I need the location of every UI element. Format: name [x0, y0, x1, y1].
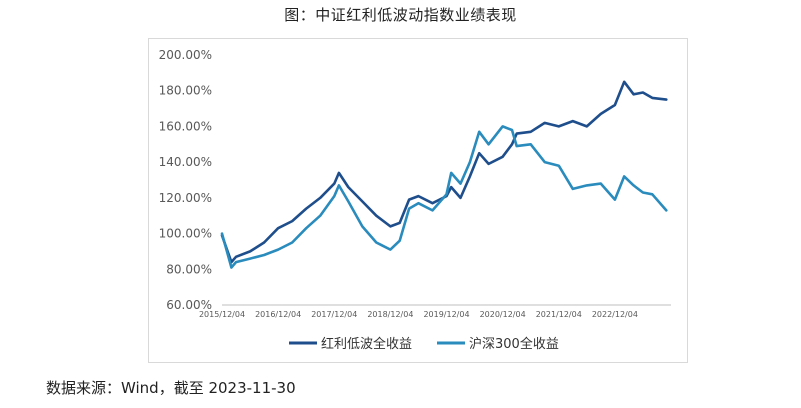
legend-label-2: 沪深300全收益 — [469, 336, 559, 352]
series-line-1 — [220, 80, 668, 264]
x-tick-label: 2019/12/04 — [423, 310, 469, 319]
chart-frame: 60.00% 80.00% 100.00% 120.00% 140.00% 160.00%… — [148, 38, 688, 363]
y-tick-label: 100.00% — [159, 227, 212, 241]
y-tick-label: 60.00% — [166, 298, 212, 312]
x-tick-label: 2021/12/04 — [536, 310, 582, 319]
y-tick-label: 140.00% — [159, 155, 212, 169]
y-tick-label: 160.00% — [159, 119, 212, 133]
y-tick-label: 80.00% — [166, 262, 212, 276]
y-tick-label: 180.00% — [159, 84, 212, 98]
x-tick-label: 2017/12/04 — [311, 310, 357, 319]
legend-label-1: 红利低波全收益 — [321, 336, 412, 352]
x-tick-label: 2018/12/04 — [367, 310, 413, 319]
series-line-2 — [220, 125, 668, 269]
source-note: 数据来源：Wind，截至 2023-11-30 — [46, 379, 296, 397]
x-tick-label: 2022/12/04 — [592, 310, 638, 319]
x-tick-label: 2015/12/04 — [199, 310, 245, 319]
chart-title: 图：中证红利低波动指数业绩表现 — [284, 6, 517, 24]
x-tick-label: 2020/12/04 — [480, 310, 526, 319]
y-tick-label: 200.00% — [159, 48, 212, 62]
chart-plot: 60.00% 80.00% 100.00% 120.00% 140.00% 160.00%… — [159, 48, 671, 352]
y-tick-label: 120.00% — [159, 191, 212, 205]
x-tick-label: 2016/12/04 — [255, 310, 301, 319]
